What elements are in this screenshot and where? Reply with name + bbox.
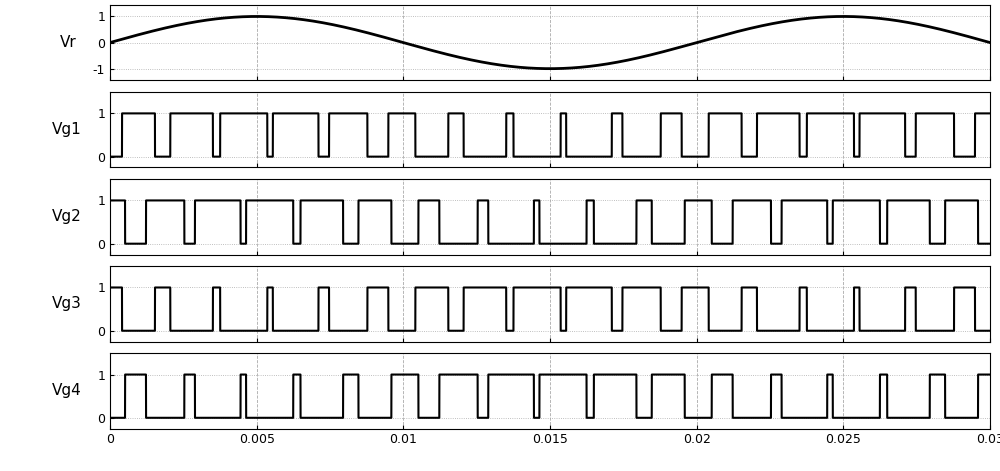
Y-axis label: Vg2: Vg2 (52, 209, 81, 224)
Y-axis label: Vr: Vr (59, 35, 76, 50)
Y-axis label: Vg3: Vg3 (52, 296, 82, 311)
Y-axis label: Vg1: Vg1 (52, 122, 81, 137)
Y-axis label: Vg4: Vg4 (52, 383, 81, 398)
